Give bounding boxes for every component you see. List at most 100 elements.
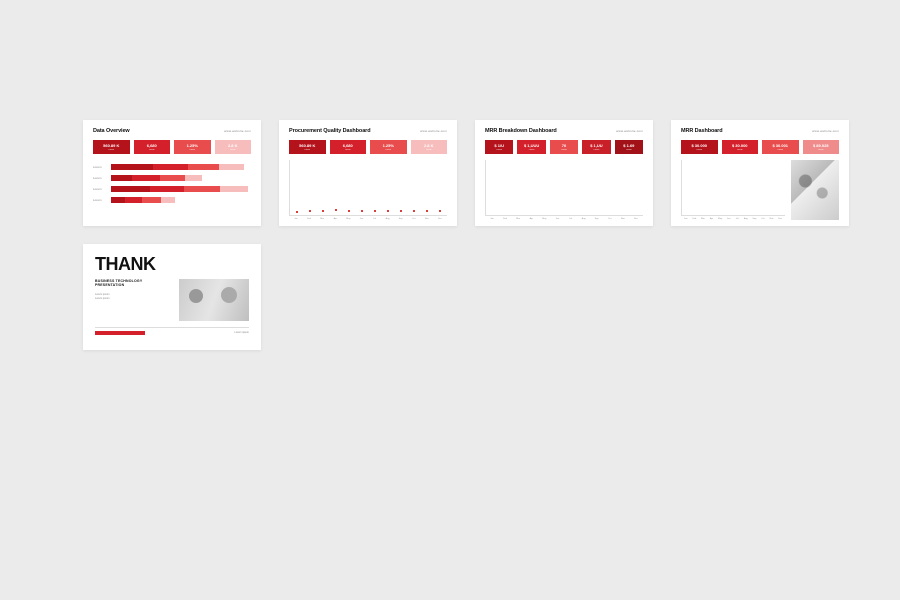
hbar-segment <box>160 175 185 181</box>
x-tick: Mar <box>513 218 523 220</box>
line-point <box>426 210 428 212</box>
kpi-card: 560.89 KLorem <box>93 140 130 154</box>
kpi-value: 1.25% <box>383 144 394 148</box>
hbar-segment <box>111 175 132 181</box>
kpi-label: Lorem <box>696 149 702 151</box>
x-tick: Aug <box>383 218 393 220</box>
slide-mrr-dashboard[interactable]: MRR Dashboard www.website.com $ 30.000Lo… <box>671 120 849 226</box>
slide-procurement-quality[interactable]: Procurement Quality Dashboard www.websit… <box>279 120 457 226</box>
line-point <box>361 210 363 212</box>
kpi-card: $ 30.001Lorem <box>762 140 799 154</box>
kpi-value: $ 1,UUU <box>524 144 539 148</box>
slide-title: MRR Breakdown Dashboard <box>485 128 557 134</box>
hbar-track <box>111 164 251 170</box>
footer-accent-bar <box>95 331 145 335</box>
footer-text: Lorem ipsum <box>235 331 249 335</box>
line-point <box>348 210 350 212</box>
x-tick: Oct <box>409 218 419 220</box>
x-tick: Feb <box>692 218 698 220</box>
hbar-row: Lorem <box>93 175 251 181</box>
hbar-segment <box>142 197 162 203</box>
kpi-label: Lorem <box>189 149 195 151</box>
thank-title: THANK <box>95 254 249 275</box>
x-tick: Jun <box>356 218 366 220</box>
line-point <box>374 210 376 212</box>
kpi-card: $ 1.69Lorem <box>615 140 643 154</box>
kpi-value: 1.25% <box>187 144 198 148</box>
hbar-row: Lorem <box>93 186 251 192</box>
x-tick: Apr <box>330 218 340 220</box>
x-tick: Jun <box>552 218 562 220</box>
x-tick: Oct <box>605 218 615 220</box>
hbar-segment <box>132 175 160 181</box>
kpi-label: Lorem <box>345 149 351 151</box>
kpi-value: $ 30.000 <box>691 144 707 148</box>
x-tick: Mar <box>317 218 327 220</box>
bar-chart <box>681 160 785 216</box>
website-tag: www.website.com <box>616 129 643 133</box>
x-tick: Aug <box>743 218 749 220</box>
kpi-row: 560.89 KLorem6,680Lorem1.25%Lorem2.8 KLo… <box>93 140 251 154</box>
kpi-label: Lorem <box>529 149 535 151</box>
contact-block: Lorem ipsum Lorem ipsum <box>95 293 171 301</box>
x-axis-labels: JanFebMarAprMayJunJulAugSepOctNovDec <box>485 218 643 220</box>
kpi-row: $ 1/ULorem$ 1,UUULorem70Lorem$ 1,UULorem… <box>485 140 643 154</box>
kpi-row: 560.89 KLorem6,680Lorem1.25%Lorem2.8 KLo… <box>289 140 447 154</box>
x-tick: Sep <box>592 218 602 220</box>
kpi-label: Lorem <box>230 149 236 151</box>
line-point <box>413 210 415 212</box>
hbar-chart: LoremLoremLoremLorem <box>93 160 251 203</box>
x-tick: Oct <box>760 218 766 220</box>
kpi-label: Lorem <box>818 149 824 151</box>
line-point <box>296 211 298 213</box>
hbar-label: Lorem <box>93 165 107 169</box>
kpi-label: Lorem <box>149 149 155 151</box>
hbar-label: Lorem <box>93 187 107 191</box>
kpi-label: Lorem <box>561 149 567 151</box>
line-point <box>439 210 441 212</box>
slide-data-overview[interactable]: Data Overview www.website.com 560.89 KLo… <box>83 120 261 226</box>
kpi-card: 560.89 KLorem <box>289 140 326 154</box>
hbar-row: Lorem <box>93 164 251 170</box>
kpi-card: $ 89.025Lorem <box>803 140 840 154</box>
hbar-segment <box>188 164 219 170</box>
website-tag: www.website.com <box>420 129 447 133</box>
x-tick: Aug <box>579 218 589 220</box>
kpi-label: Lorem <box>737 149 743 151</box>
x-tick: Nov <box>769 218 775 220</box>
hbar-segment <box>150 186 184 192</box>
slide-thank-you[interactable]: THANK BUSINESS TECHNOLOGY PRESENTATION L… <box>83 244 261 350</box>
x-tick: Jun <box>726 218 732 220</box>
kpi-card: 6,680Lorem <box>330 140 367 154</box>
hbar-segment <box>185 175 202 181</box>
kpi-card: 70Lorem <box>550 140 578 154</box>
kpi-card: $ 30.000Lorem <box>681 140 718 154</box>
hbar-segment <box>111 186 150 192</box>
kpi-card: $ 1/ULorem <box>485 140 513 154</box>
line-point <box>322 210 324 212</box>
slide-mrr-breakdown[interactable]: MRR Breakdown Dashboard www.website.com … <box>475 120 653 226</box>
x-axis-labels: JanFebMarAprMayJunJulAugSepOctNovDec <box>681 218 785 220</box>
stacked-bar-chart <box>485 160 643 216</box>
x-tick: Jan <box>487 218 497 220</box>
kpi-value: $ 1/U <box>494 144 504 148</box>
footer: Lorem ipsum <box>95 327 249 335</box>
decorative-photo <box>791 160 839 220</box>
kpi-card: $ 1,UUULorem <box>517 140 545 154</box>
hbar-label: Lorem <box>93 176 107 180</box>
kpi-value: $ 1,UU <box>590 144 602 148</box>
kpi-label: Lorem <box>496 149 502 151</box>
kpi-card: 1.25%Lorem <box>174 140 211 154</box>
x-tick: Sep <box>396 218 406 220</box>
slide-title: MRR Dashboard <box>681 128 722 134</box>
kpi-value: $ 30.000 <box>732 144 748 148</box>
kpi-label: Lorem <box>426 149 432 151</box>
website-tag: www.website.com <box>224 129 251 133</box>
website-tag: www.website.com <box>812 129 839 133</box>
x-tick: Jan <box>291 218 301 220</box>
slide-title: Data Overview <box>93 128 130 134</box>
kpi-label: Lorem <box>304 149 310 151</box>
hbar-segment <box>219 164 244 170</box>
kpi-value: 6,680 <box>147 144 157 148</box>
kpi-card: $ 1,UULorem <box>582 140 610 154</box>
